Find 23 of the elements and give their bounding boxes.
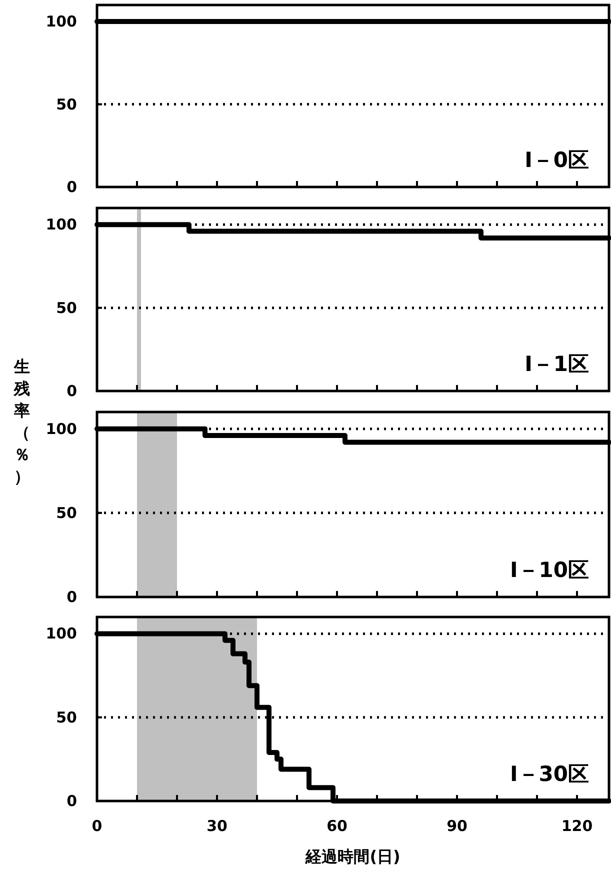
y-tick-label: 50 [56, 708, 77, 726]
y-axis-title: 生残率（％） [13, 357, 30, 486]
y-tick-label: 50 [56, 95, 77, 114]
x-tick-label: 90 [446, 817, 468, 835]
x-tick-label: 60 [326, 817, 348, 835]
y-tick-label: 100 [46, 216, 77, 234]
y-tick-label: 50 [56, 298, 77, 317]
x-tick-label: 0 [92, 817, 102, 835]
y-tick-label: 0 [66, 588, 77, 606]
y-tick-label: 100 [46, 624, 77, 643]
x-axis-title: 経過時間(日) [304, 847, 400, 866]
y-tick-label: 50 [56, 504, 77, 522]
y-tick-label: 100 [46, 420, 77, 438]
annotation: Ⅰ－10区 [510, 558, 589, 582]
y-tick-label: 100 [46, 12, 77, 31]
y-tick-label: 0 [66, 792, 77, 810]
annotation: Ⅰ－1区 [524, 352, 589, 376]
annotation: Ⅰ－0区 [524, 148, 589, 172]
y-tick-label: 0 [66, 178, 77, 196]
x-tick-label: 30 [206, 817, 228, 835]
y-tick-label: 0 [66, 382, 77, 400]
x-tick-label: 120 [561, 817, 593, 835]
annotation: Ⅰ－30区 [510, 762, 589, 786]
